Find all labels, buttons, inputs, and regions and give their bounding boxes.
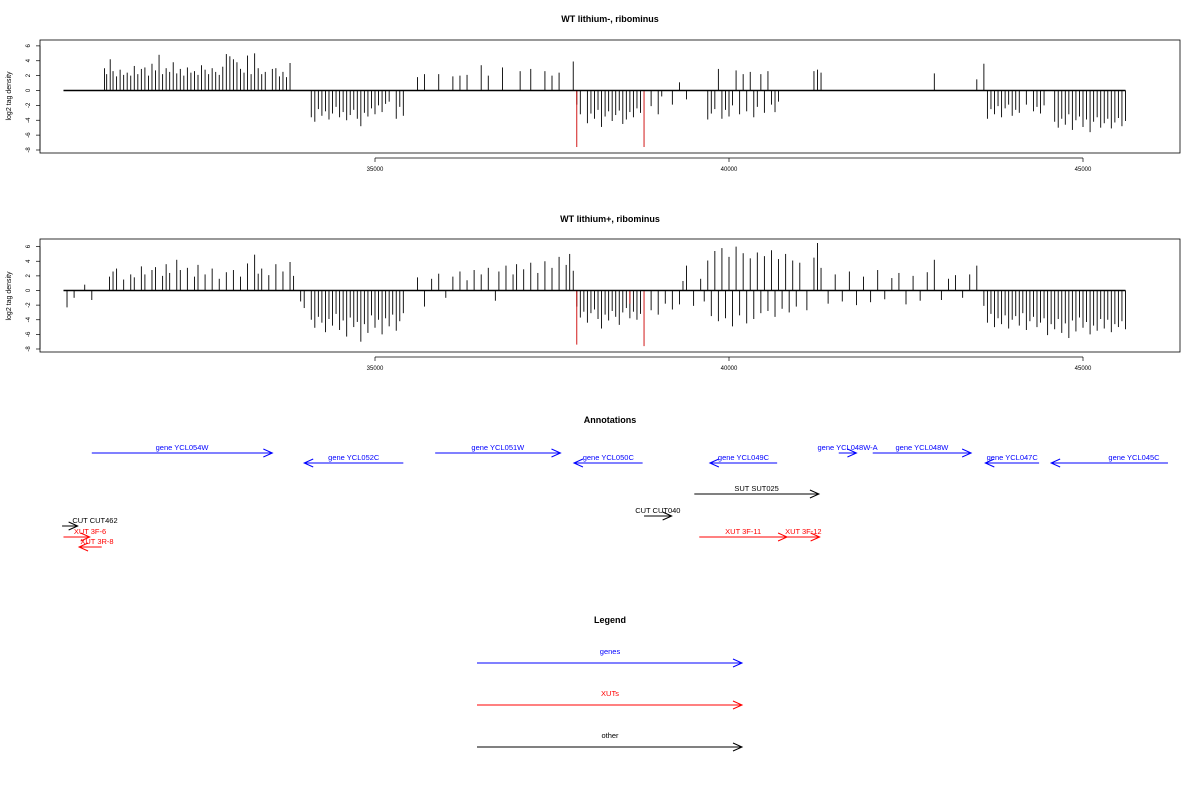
arrowhead (732, 700, 744, 710)
arrowhead (847, 448, 858, 458)
panel-1-x-axis: 35000 40000 45000 (367, 157, 1092, 173)
y-tick-label: -8 (26, 346, 32, 352)
annotations-title: Annotations (584, 415, 637, 425)
y-tick-label: -4 (26, 117, 32, 123)
annotation-label: gene YCL045C (1108, 453, 1160, 462)
annotation-label: XUT 3R-8 (80, 537, 113, 546)
annotation-feature: gene YCL051W (435, 443, 562, 458)
y-tick-label: -6 (26, 331, 32, 337)
annotation-feature: SUT SUT025 (694, 484, 821, 499)
annotation-features: gene YCL054W gene YCL052C gene YCL051W gene… (62, 443, 1168, 552)
panel-2-title: WT lithium+, ribominus (560, 214, 660, 224)
y-tick-label: 6 (26, 44, 32, 48)
panel-lithium-plus: WT lithium+, ribominus log2 tag density … (6, 214, 1181, 372)
annotation-label: gene YCL050C (583, 453, 635, 462)
annotation-label: gene YCL048W-A (817, 443, 877, 452)
y-tick-label: 0 (26, 288, 32, 292)
panel-2-x-axis: 35000 40000 45000 (367, 356, 1092, 372)
legend: Legend genes XUTs other (477, 615, 744, 752)
arrowhead (662, 511, 673, 521)
legend-entry: XUTs (477, 689, 744, 710)
arrowhead (961, 448, 973, 458)
panel-lithium-minus: WT lithium-, ribominus log2 tag density … (6, 14, 1181, 173)
legend-entry: other (477, 731, 744, 752)
y-tick-label: -6 (26, 132, 32, 138)
arrowhead (1049, 458, 1061, 468)
y-tick-label: 4 (26, 58, 32, 62)
annotation-feature: XUT 3R-8 (77, 537, 114, 552)
annotation-feature: gene YCL048W-A (817, 443, 878, 458)
arrowhead (810, 532, 821, 542)
annotation-label: XUT 3F-11 (725, 527, 761, 536)
y-tick-label: -2 (26, 302, 32, 308)
annotation-label: gene YCL049C (718, 453, 770, 462)
arrowhead (809, 489, 821, 499)
panel-2-y-axis: 6 4 2 0 -2 -4 -6 -8 (26, 244, 41, 352)
annotation-feature: CUT CUT040 (635, 506, 680, 521)
arrowhead (732, 742, 744, 752)
panel-1-bars (63, 53, 1126, 148)
y-tick-label: 6 (26, 244, 32, 248)
x-tick-label: 35000 (367, 167, 384, 173)
annotation-label: gene YCL052C (328, 453, 380, 462)
annotation-label: SUT SUT025 (734, 484, 778, 493)
annotation-feature: gene YCL045C (1049, 453, 1168, 468)
annotation-feature: gene YCL048W (872, 443, 973, 458)
arrowhead (77, 542, 89, 552)
annotation-label: gene YCL051W (471, 443, 525, 452)
annotation-feature: gene YCL050C (572, 453, 643, 468)
legend-label: genes (600, 647, 621, 656)
legend-entries: genes XUTs other (477, 647, 744, 752)
arrowhead (68, 521, 79, 531)
annotation-label: gene YCL054W (156, 443, 210, 452)
arrowhead (708, 458, 720, 468)
arrowhead (551, 448, 562, 458)
panel-1-y-axis-label: log2 tag density (6, 71, 13, 121)
panel-2-bars (63, 242, 1126, 347)
x-tick-label: 40000 (721, 167, 738, 173)
annotation-label: gene YCL048W (896, 443, 950, 452)
arrowhead (263, 448, 274, 458)
y-tick-label: -4 (26, 316, 32, 322)
annotation-label: gene YCL047C (987, 453, 1039, 462)
annotation-label: XUT 3F-6 (74, 527, 106, 536)
arrowhead (302, 458, 314, 468)
x-tick-label: 35000 (367, 366, 384, 372)
y-tick-label: 4 (26, 259, 32, 263)
panel-1-title: WT lithium-, ribominus (561, 14, 659, 24)
arrowhead (572, 458, 584, 468)
panel-1-y-axis: 6 4 2 0 -2 -4 -6 -8 (26, 44, 41, 153)
panel-2-y-axis-label: log2 tag density (6, 271, 13, 321)
x-tick-label: 40000 (721, 366, 738, 372)
annotation-label: CUT CUT040 (635, 506, 680, 515)
annotation-feature: gene YCL047C (984, 453, 1040, 468)
annotation-feature: CUT CUT462 (62, 516, 118, 531)
annotation-feature: gene YCL054W (91, 443, 274, 458)
annotation-feature: gene YCL052C (302, 453, 404, 468)
legend-label: XUTs (601, 689, 619, 698)
x-tick-label: 45000 (1075, 366, 1092, 372)
y-tick-label: -8 (26, 147, 32, 153)
legend-label: other (601, 731, 619, 740)
annotation-feature: XUT 3F-6 (63, 527, 106, 542)
legend-entry: genes (477, 647, 744, 668)
y-tick-label: -2 (26, 102, 32, 108)
arrowhead (80, 532, 91, 542)
y-tick-label: 2 (26, 274, 32, 278)
y-tick-label: 0 (26, 88, 32, 92)
arrowhead (732, 658, 744, 668)
legend-title: Legend (594, 615, 626, 625)
annotation-label: XUT 3F-12 (785, 527, 822, 536)
y-tick-label: 2 (26, 73, 32, 77)
annotation-feature: gene YCL049C (708, 453, 778, 468)
annotation-label: CUT CUT462 (72, 516, 117, 525)
x-tick-label: 45000 (1075, 167, 1092, 173)
annotation-feature: XUT 3F-12 (785, 527, 822, 542)
annotation-feature: XUT 3F-11 (699, 527, 789, 542)
arrowhead (984, 458, 995, 468)
